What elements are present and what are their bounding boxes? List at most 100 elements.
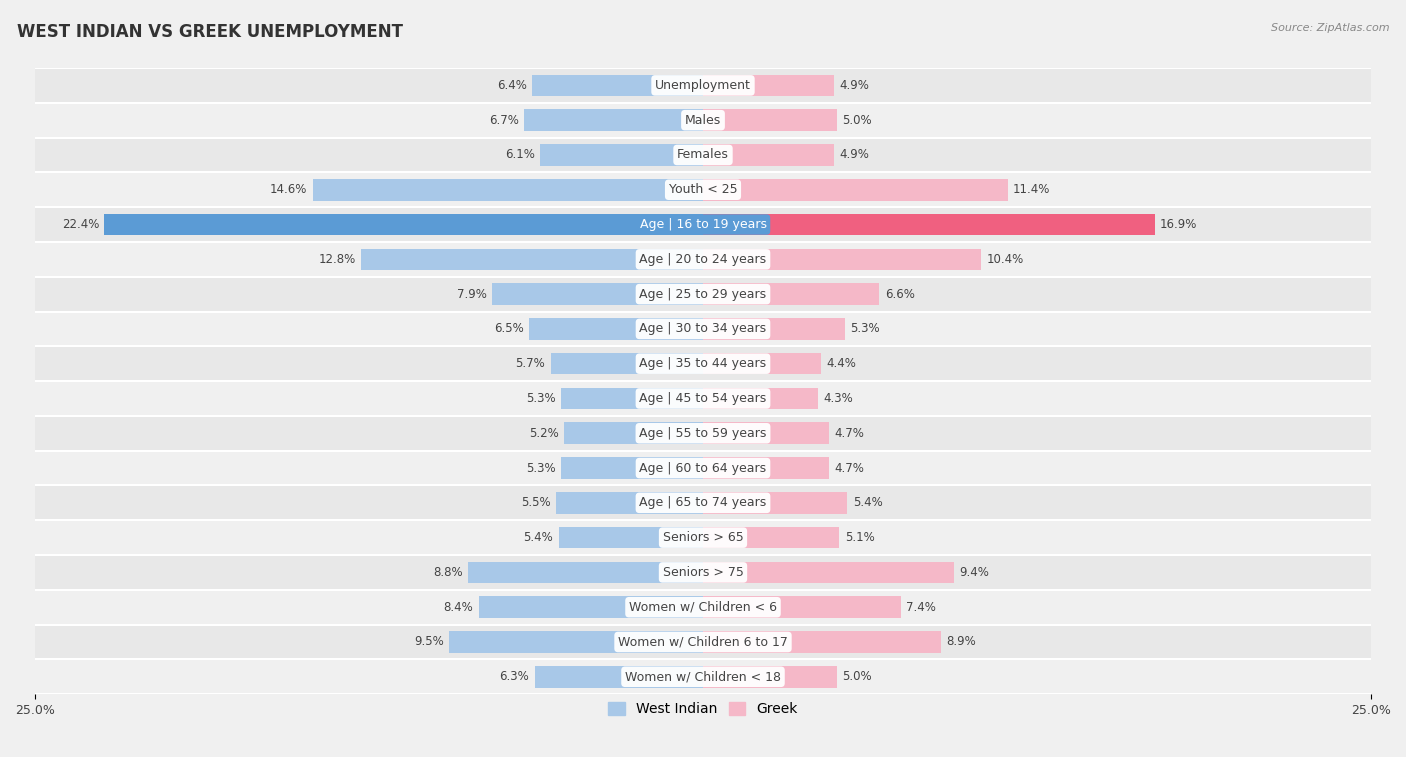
Text: Women w/ Children < 6: Women w/ Children < 6 <box>628 601 778 614</box>
Text: Age | 65 to 74 years: Age | 65 to 74 years <box>640 497 766 509</box>
Text: Age | 20 to 24 years: Age | 20 to 24 years <box>640 253 766 266</box>
Text: Youth < 25: Youth < 25 <box>669 183 737 196</box>
Bar <box>703 527 839 548</box>
Bar <box>35 103 1371 138</box>
Bar <box>703 213 1154 235</box>
Text: 4.7%: 4.7% <box>834 462 863 475</box>
Bar <box>551 353 703 375</box>
Text: 4.9%: 4.9% <box>839 148 869 161</box>
Bar <box>35 450 1371 485</box>
Text: 7.9%: 7.9% <box>457 288 486 301</box>
Bar <box>703 318 845 340</box>
Text: 4.3%: 4.3% <box>824 392 853 405</box>
Bar <box>35 312 1371 346</box>
Text: WEST INDIAN VS GREEK UNEMPLOYMENT: WEST INDIAN VS GREEK UNEMPLOYMENT <box>17 23 404 41</box>
Bar <box>492 283 703 305</box>
Text: 9.4%: 9.4% <box>959 566 990 579</box>
Bar <box>104 213 703 235</box>
Text: 8.9%: 8.9% <box>946 635 976 649</box>
Text: Females: Females <box>678 148 728 161</box>
Text: 12.8%: 12.8% <box>318 253 356 266</box>
Bar <box>561 388 703 410</box>
Bar <box>703 492 848 514</box>
Bar <box>35 659 1371 694</box>
Text: 5.0%: 5.0% <box>842 670 872 684</box>
Text: 6.3%: 6.3% <box>499 670 529 684</box>
Text: Age | 35 to 44 years: Age | 35 to 44 years <box>640 357 766 370</box>
Bar <box>564 422 703 444</box>
Bar <box>35 207 1371 242</box>
Text: 7.4%: 7.4% <box>905 601 936 614</box>
Text: 4.9%: 4.9% <box>839 79 869 92</box>
Text: 5.2%: 5.2% <box>529 427 558 440</box>
Bar <box>35 625 1371 659</box>
Bar <box>35 138 1371 173</box>
Bar <box>524 110 703 131</box>
Text: Age | 55 to 59 years: Age | 55 to 59 years <box>640 427 766 440</box>
Text: 5.3%: 5.3% <box>851 322 880 335</box>
Text: 5.7%: 5.7% <box>516 357 546 370</box>
Bar <box>703 110 837 131</box>
Bar <box>561 457 703 479</box>
Bar <box>35 242 1371 277</box>
Text: Males: Males <box>685 114 721 126</box>
Bar <box>703 666 837 687</box>
Bar <box>703 144 834 166</box>
Bar <box>529 318 703 340</box>
Text: 22.4%: 22.4% <box>62 218 98 231</box>
Bar <box>703 631 941 653</box>
Text: 5.1%: 5.1% <box>845 531 875 544</box>
Text: 5.5%: 5.5% <box>522 497 551 509</box>
Bar <box>361 248 703 270</box>
Text: Source: ZipAtlas.com: Source: ZipAtlas.com <box>1271 23 1389 33</box>
Text: 8.8%: 8.8% <box>433 566 463 579</box>
Text: 6.1%: 6.1% <box>505 148 534 161</box>
Bar <box>703 597 901 618</box>
Text: Women w/ Children 6 to 17: Women w/ Children 6 to 17 <box>619 635 787 649</box>
Bar <box>314 179 703 201</box>
Text: Age | 16 to 19 years: Age | 16 to 19 years <box>640 218 766 231</box>
Text: 5.4%: 5.4% <box>523 531 554 544</box>
Bar <box>35 590 1371 625</box>
Text: Seniors > 75: Seniors > 75 <box>662 566 744 579</box>
Bar <box>35 485 1371 520</box>
Text: Age | 45 to 54 years: Age | 45 to 54 years <box>640 392 766 405</box>
Bar <box>35 173 1371 207</box>
Text: 6.4%: 6.4% <box>496 79 527 92</box>
Text: 10.4%: 10.4% <box>986 253 1024 266</box>
Bar <box>703 283 879 305</box>
Bar <box>35 555 1371 590</box>
Text: 16.9%: 16.9% <box>1160 218 1198 231</box>
Bar <box>703 353 821 375</box>
Bar <box>531 75 703 96</box>
Bar <box>703 422 828 444</box>
Text: Seniors > 65: Seniors > 65 <box>662 531 744 544</box>
Text: 6.5%: 6.5% <box>495 322 524 335</box>
Text: Age | 60 to 64 years: Age | 60 to 64 years <box>640 462 766 475</box>
Bar <box>35 381 1371 416</box>
Text: 5.3%: 5.3% <box>526 462 555 475</box>
Text: 8.4%: 8.4% <box>443 601 474 614</box>
Bar <box>468 562 703 583</box>
Text: 14.6%: 14.6% <box>270 183 308 196</box>
Text: 6.6%: 6.6% <box>884 288 914 301</box>
Bar <box>558 527 703 548</box>
Legend: West Indian, Greek: West Indian, Greek <box>603 696 803 721</box>
Text: 5.4%: 5.4% <box>852 497 883 509</box>
Bar <box>540 144 703 166</box>
Bar <box>703 457 828 479</box>
Text: 6.7%: 6.7% <box>489 114 519 126</box>
Text: 11.4%: 11.4% <box>1012 183 1050 196</box>
Bar <box>534 666 703 687</box>
Text: 5.3%: 5.3% <box>526 392 555 405</box>
Bar <box>703 562 955 583</box>
Bar <box>555 492 703 514</box>
Text: Unemployment: Unemployment <box>655 79 751 92</box>
Bar <box>35 68 1371 103</box>
Bar <box>703 179 1008 201</box>
Text: 5.0%: 5.0% <box>842 114 872 126</box>
Bar <box>35 520 1371 555</box>
Bar <box>35 416 1371 450</box>
Bar <box>478 597 703 618</box>
Text: Age | 30 to 34 years: Age | 30 to 34 years <box>640 322 766 335</box>
